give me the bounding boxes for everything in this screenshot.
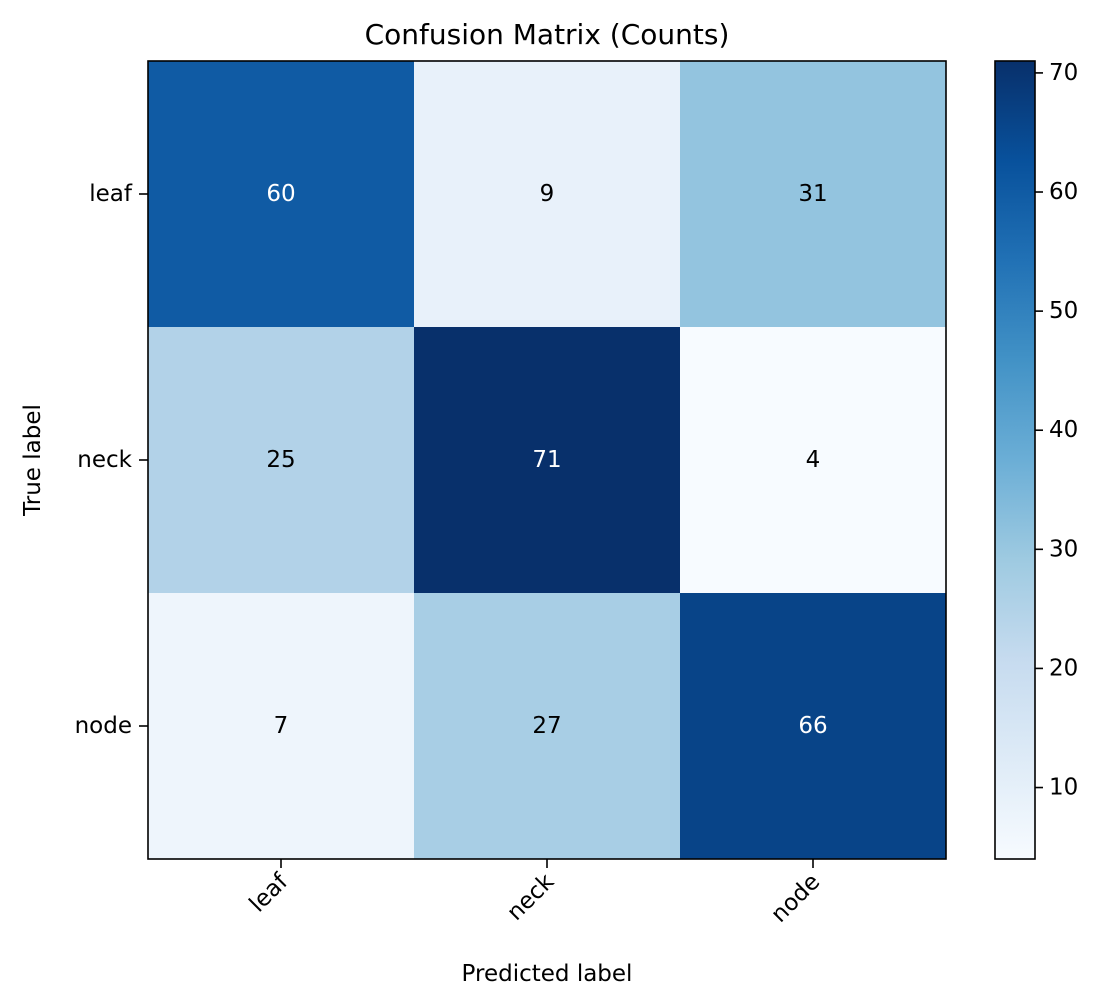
cell-value-label: 4: [806, 447, 821, 473]
x-tick-label: node: [766, 869, 825, 928]
heatmap-cells: [148, 61, 947, 860]
colorbar-tick-label: 20: [1049, 655, 1078, 681]
heatmap-cell: [148, 327, 415, 594]
heatmap-cell: [680, 593, 947, 860]
cell-value-label: 71: [532, 447, 561, 473]
cell-value-label: 27: [532, 713, 561, 739]
heatmap-cell: [148, 61, 415, 328]
colorbar-tick-label: 30: [1049, 536, 1078, 562]
heatmap-cell: [414, 61, 681, 328]
colorbar-ticks: 10 20 30 40 50 60 70: [1035, 60, 1078, 801]
chart-title: Confusion Matrix (Counts): [365, 18, 730, 51]
y-tick-label: leaf: [89, 181, 133, 207]
heatmap-cell: [414, 327, 681, 594]
heatmap-cell: [148, 593, 415, 860]
colorbar-tick-label: 70: [1049, 60, 1078, 86]
y-tick-label: node: [75, 713, 132, 739]
x-axis-ticks: leaf neck node: [245, 859, 825, 928]
heatmap-cell: [680, 327, 947, 594]
cell-value-label: 9: [540, 181, 555, 207]
heatmap-cell: [680, 61, 947, 328]
y-tick-label: neck: [77, 447, 132, 473]
cell-value-label: 31: [798, 181, 827, 207]
colorbar: [994, 60, 1036, 860]
colorbar-tick-label: 50: [1049, 298, 1078, 324]
cell-value-label: 7: [274, 713, 289, 739]
x-tick-label: neck: [502, 868, 560, 926]
x-tick-label: leaf: [245, 868, 294, 917]
cell-value-label: 60: [266, 181, 295, 207]
x-axis-label: Predicted label: [462, 961, 633, 987]
cell-value-label: 66: [798, 713, 827, 739]
heatmap-cell: [414, 593, 681, 860]
colorbar-tick-label: 60: [1049, 179, 1078, 205]
colorbar-tick-label: 10: [1049, 775, 1078, 801]
colorbar-tick-label: 40: [1049, 417, 1078, 443]
cell-value-label: 25: [266, 447, 295, 473]
y-axis-label: True label: [20, 404, 46, 517]
y-axis-ticks: leaf neck node: [75, 181, 148, 739]
heatmap-cell-labels: 60 9 31 25 71 4 7 27 66: [266, 181, 827, 739]
